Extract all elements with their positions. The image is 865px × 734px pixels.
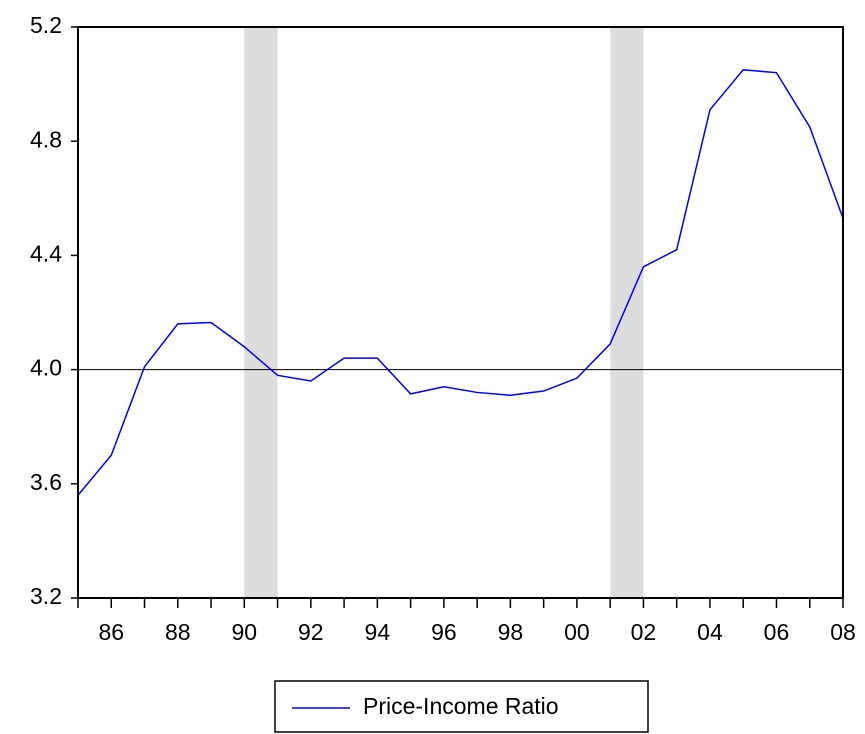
- x-tick-label: 04: [697, 619, 723, 645]
- x-tick-label: 88: [165, 619, 191, 645]
- y-tick-label: 3.6: [30, 469, 62, 495]
- shaded-range: [610, 27, 644, 598]
- legend-label: Price-Income Ratio: [363, 693, 559, 719]
- plot-frame: [77, 26, 844, 599]
- x-tick-label: 96: [431, 619, 457, 645]
- x-tick-label: 92: [298, 619, 324, 645]
- x-tick-label: 02: [631, 619, 657, 645]
- shaded-range: [244, 27, 278, 598]
- y-tick-label: 5.2: [30, 12, 62, 38]
- x-tick-label: 00: [564, 619, 590, 645]
- y-tick-label: 3.2: [30, 583, 62, 609]
- y-tick-label: 4.8: [30, 126, 62, 152]
- x-tick-label: 08: [830, 619, 856, 645]
- x-tick-label: 94: [365, 619, 391, 645]
- x-tick-label: 98: [498, 619, 524, 645]
- series-line: [77, 69, 844, 496]
- x-tick-label: 86: [98, 619, 124, 645]
- legend-box: [274, 680, 649, 733]
- y-tick-label: 4.4: [30, 240, 62, 266]
- y-tick-label: 4.0: [30, 355, 62, 381]
- x-tick-label: 06: [764, 619, 790, 645]
- x-tick-label: 90: [232, 619, 258, 645]
